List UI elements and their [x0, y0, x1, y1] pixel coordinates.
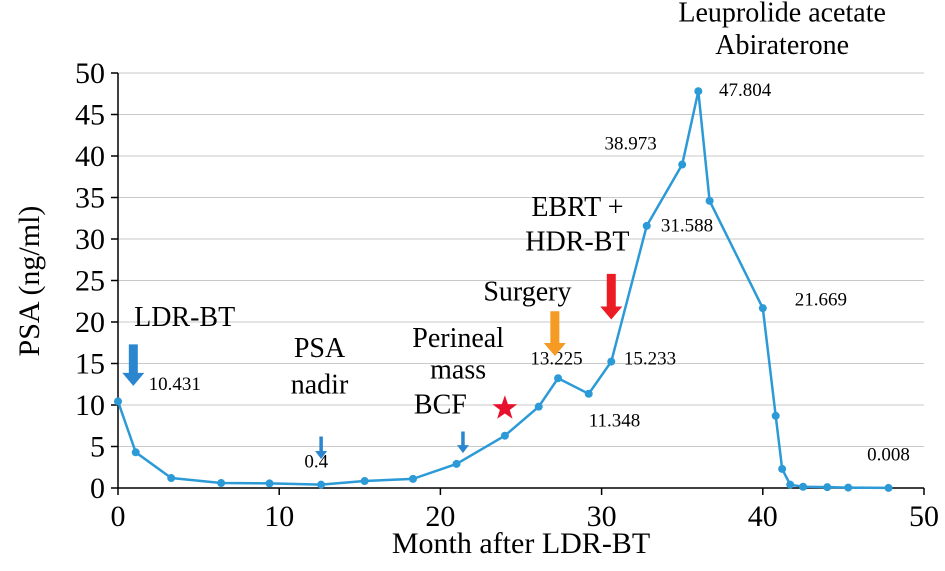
y-tick-label: 50 — [75, 57, 105, 90]
point-label: 0.008 — [867, 445, 910, 466]
data-point-marker — [694, 87, 703, 96]
data-point-marker — [607, 357, 616, 366]
data-point-marker — [554, 374, 563, 383]
data-point-marker — [844, 483, 853, 492]
data-point-marker — [778, 464, 787, 473]
data-point-marker — [452, 459, 461, 468]
data-point-marker — [758, 304, 767, 313]
data-point-marker — [884, 483, 893, 492]
x-tick-label: 50 — [909, 500, 939, 533]
point-label: 15.233 — [624, 348, 676, 369]
psa-nadir-label-line2: nadir — [291, 369, 349, 400]
data-point-marker — [317, 480, 326, 489]
y-tick-label: 25 — [75, 265, 105, 298]
y-tick-label: 45 — [75, 99, 105, 132]
psa-nadir-arrow-icon — [315, 436, 328, 459]
point-label: 31.588 — [661, 216, 713, 237]
data-point-marker — [408, 474, 417, 483]
ebrt-hdr-bt-arrow-icon — [600, 273, 623, 320]
perineal-mass-label-line2: mass — [430, 354, 486, 385]
x-tick-label: 40 — [748, 500, 778, 533]
point-label: 11.348 — [589, 411, 641, 432]
data-point-marker — [500, 431, 509, 440]
y-tick-label: 20 — [75, 306, 105, 339]
perineal-mass-star-icon — [492, 395, 518, 419]
perineal-mass-label-line1: Perineal — [412, 323, 504, 354]
data-point-marker — [265, 479, 274, 488]
data-point-marker — [705, 196, 714, 205]
data-point-marker — [584, 389, 593, 398]
data-point-marker — [823, 483, 832, 492]
data-point-marker — [678, 160, 687, 169]
data-point-marker — [131, 448, 140, 457]
ebrt-hdr-bt-label-line1: EBRT + — [531, 192, 623, 223]
x-tick-label: 30 — [587, 500, 617, 533]
ebrt-hdr-bt-label-line2: HDR-BT — [525, 227, 629, 258]
surgery-label: Surgery — [483, 276, 571, 307]
point-label: 10.431 — [149, 374, 201, 395]
y-tick-label: 35 — [75, 182, 105, 215]
y-tick-label: 0 — [90, 472, 105, 505]
data-point-marker — [114, 397, 122, 406]
bcf-arrow-icon — [456, 431, 469, 454]
y-tick-label: 5 — [90, 431, 105, 464]
y-tick-label: 10 — [75, 389, 105, 422]
data-point-marker — [771, 411, 780, 420]
ldr-bt-label: LDR-BT — [134, 302, 235, 333]
x-tick-label: 20 — [425, 500, 455, 533]
y-tick-label: 15 — [75, 348, 105, 381]
psa-nadir-label-line1: PSA — [294, 333, 346, 364]
point-label: 13.225 — [530, 348, 582, 369]
x-tick-label: 0 — [111, 500, 126, 533]
data-point-marker — [360, 477, 369, 486]
y-tick-label: 30 — [75, 223, 105, 256]
data-point-marker — [167, 474, 176, 483]
surgery-arrow-icon — [543, 311, 566, 357]
point-label: 21.669 — [795, 289, 847, 310]
x-tick-label: 10 — [264, 500, 294, 533]
point-label: 38.973 — [604, 133, 656, 154]
leuprolide-acetate-label: Leuprolide acetate — [678, 0, 886, 29]
x-axis-title: Month after LDR-BT — [391, 527, 651, 560]
y-tick-label: 40 — [75, 140, 105, 173]
data-point-marker — [534, 402, 543, 411]
data-point-marker — [786, 480, 795, 489]
point-label: 0.4 — [304, 451, 328, 472]
data-point-marker — [217, 479, 226, 488]
ldr-bt-arrow-icon — [122, 344, 145, 386]
point-label: 47.804 — [719, 80, 772, 101]
bcf-label: BCF — [414, 389, 467, 420]
abiraterone-label: Abiraterone — [715, 30, 849, 61]
data-point-marker — [799, 482, 808, 491]
y-axis-title: PSA (ng/ml) — [13, 205, 46, 357]
data-point-marker — [642, 221, 651, 230]
